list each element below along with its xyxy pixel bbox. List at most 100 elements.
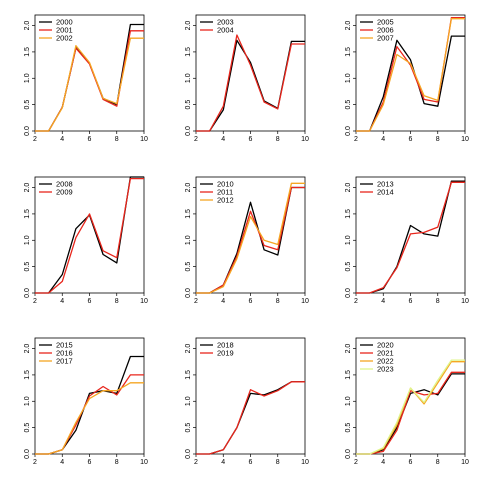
x-tick-label: 2 [354, 459, 358, 466]
legend-label: 2005 [377, 18, 394, 27]
y-tick-label: 0.0 [185, 449, 192, 459]
x-tick-label: 6 [249, 136, 253, 143]
series-line-2000 [35, 23, 144, 132]
series-line-2023 [356, 359, 465, 455]
series-line-2018 [196, 381, 305, 455]
x-tick-label: 4 [60, 136, 64, 143]
legend-label: 2007 [377, 34, 394, 43]
y-tick-label: 0.5 [24, 423, 31, 433]
legend-label: 2023 [377, 365, 394, 374]
y-tick-label: 2.0 [345, 344, 352, 354]
y-tick-label: 1.0 [24, 73, 31, 83]
x-tick-label: 6 [409, 136, 413, 143]
y-tick-label: 0.5 [345, 262, 352, 272]
y-tick-label: 1.5 [345, 47, 352, 57]
y-tick-label: 1.5 [185, 370, 192, 380]
legend-label: 2009 [56, 188, 73, 197]
plot-frame [34, 14, 145, 132]
plot-frame [195, 337, 306, 455]
series-line-2017 [35, 382, 144, 455]
y-tick-label: 1.5 [185, 47, 192, 57]
y-tick-label: 1.0 [345, 73, 352, 83]
x-tick-label: 10 [140, 136, 148, 143]
y-tick-label: 1.0 [24, 235, 31, 245]
y-tick-label: 1.5 [345, 209, 352, 219]
x-tick-label: 4 [381, 459, 385, 466]
y-tick-label: 0.5 [24, 262, 31, 272]
legend-label: 2022 [377, 357, 394, 366]
series-line-2005 [356, 35, 465, 132]
y-tick-label: 1.5 [24, 370, 31, 380]
y-tick-label: 1.5 [24, 47, 31, 57]
y-tick-label: 1.0 [24, 396, 31, 406]
y-tick-label: 2.0 [185, 344, 192, 354]
legend-label: 2003 [217, 18, 234, 27]
y-tick-label: 2.0 [185, 21, 192, 31]
y-tick-label: 1.0 [345, 396, 352, 406]
legend-label: 2016 [56, 349, 73, 358]
y-tick-label: 1.5 [185, 209, 192, 219]
y-tick-label: 2.0 [185, 183, 192, 193]
x-tick-label: 10 [461, 136, 469, 143]
x-tick-label: 8 [115, 136, 119, 143]
x-tick-label: 8 [276, 298, 280, 305]
y-tick-label: 1.0 [185, 396, 192, 406]
legend-label: 2017 [56, 357, 73, 366]
y-tick-label: 0.5 [24, 100, 31, 110]
y-tick-label: 0.0 [185, 126, 192, 136]
x-tick-label: 8 [436, 459, 440, 466]
legend-label: 2019 [217, 349, 234, 358]
plot-frame [355, 337, 466, 455]
legend-label: 2015 [56, 341, 73, 350]
x-tick-label: 4 [221, 298, 225, 305]
y-tick-label: 0.0 [24, 449, 31, 459]
series-line-2013 [356, 180, 465, 294]
y-tick-label: 0.0 [24, 126, 31, 136]
legend-label: 2001 [56, 26, 73, 35]
y-tick-label: 2.0 [24, 183, 31, 193]
legend-label: 2000 [56, 18, 73, 27]
x-tick-label: 2 [194, 298, 198, 305]
series-line-2016 [35, 374, 144, 455]
y-tick-label: 0.0 [185, 288, 192, 298]
y-tick-label: 0.0 [24, 288, 31, 298]
legend-label: 2014 [377, 188, 394, 197]
legend-label: 2006 [377, 26, 394, 35]
series-line-2014 [356, 181, 465, 294]
y-tick-label: 2.0 [24, 344, 31, 354]
series-line-2004 [196, 34, 305, 132]
legend-label: 2018 [217, 341, 234, 350]
x-tick-label: 8 [436, 298, 440, 305]
legend-label: 2010 [217, 180, 234, 189]
y-tick-label: 1.5 [24, 209, 31, 219]
y-tick-label: 0.5 [345, 100, 352, 110]
x-tick-label: 8 [436, 136, 440, 143]
y-tick-label: 1.5 [345, 370, 352, 380]
series-line-2009 [35, 177, 144, 294]
x-tick-label: 10 [461, 298, 469, 305]
x-tick-label: 6 [88, 459, 92, 466]
x-tick-label: 10 [301, 459, 309, 466]
series-line-2015 [35, 355, 144, 455]
x-tick-label: 6 [409, 298, 413, 305]
y-tick-label: 0.0 [345, 288, 352, 298]
legend-label: 2021 [377, 349, 394, 358]
x-tick-label: 8 [115, 459, 119, 466]
x-tick-label: 2 [33, 459, 37, 466]
series-line-2021 [356, 371, 465, 455]
x-tick-label: 10 [301, 298, 309, 305]
x-tick-label: 4 [381, 298, 385, 305]
series-line-2003 [196, 39, 305, 132]
series-line-2020 [356, 373, 465, 455]
y-tick-label: 1.0 [345, 235, 352, 245]
x-tick-label: 6 [88, 136, 92, 143]
y-tick-label: 0.5 [185, 100, 192, 110]
series-line-2010 [196, 186, 305, 294]
series-line-2019 [196, 381, 305, 455]
